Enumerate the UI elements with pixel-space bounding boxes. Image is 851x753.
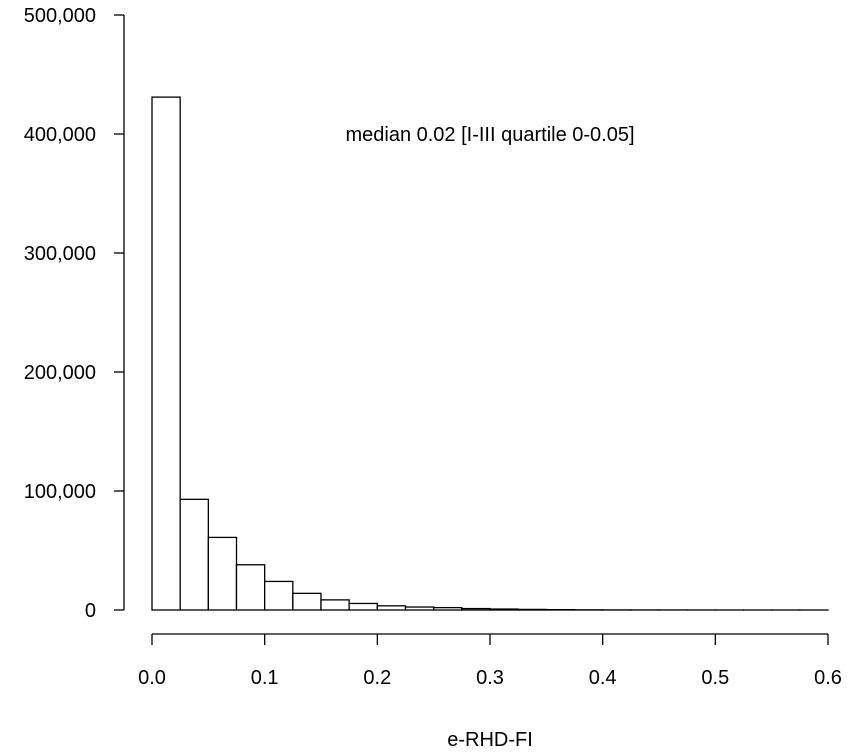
y-tick-label: 100,000 [24,481,96,503]
histogram-bar [376,605,407,611]
histogram-bar [517,608,547,611]
histogram-bar [489,608,519,611]
y-axis: 0 100,000 200,000 300,000 400,000 500,000 [24,5,125,622]
x-tick-label: 0.1 [251,667,279,689]
x-tick-label: 0.0 [138,667,166,689]
histogram-bar [461,607,491,611]
x-axis-title: e-RHD-FI [447,729,533,751]
histogram-bar [235,564,266,611]
x-axis: 0.0 0.1 0.2 0.3 0.4 0.5 0.6 [138,633,842,689]
histogram-bar [179,498,209,611]
histogram-bar [292,592,322,611]
histogram-bar [264,580,294,611]
x-tick-label: 0.5 [701,667,729,689]
histogram-bar [348,602,378,611]
y-tick-label: 400,000 [24,124,96,146]
x-tick-label: 0.2 [363,667,391,689]
histogram-bar [151,96,181,611]
y-tick-label: 300,000 [24,243,96,265]
x-tick-label: 0.3 [476,667,504,689]
bars-group [151,96,829,611]
y-tick-label: 500,000 [24,5,96,27]
median-annotation: median 0.02 [I-III quartile 0-0.05] [345,124,634,146]
histogram-bar [320,599,350,611]
y-tick-label: 0 [85,600,96,622]
x-tick-label: 0.6 [814,667,842,689]
histogram-bar [404,606,435,611]
x-tick-label: 0.4 [589,667,617,689]
y-tick-label: 200,000 [24,362,96,384]
histogram-bar [207,536,238,611]
histogram-bar [433,606,463,611]
